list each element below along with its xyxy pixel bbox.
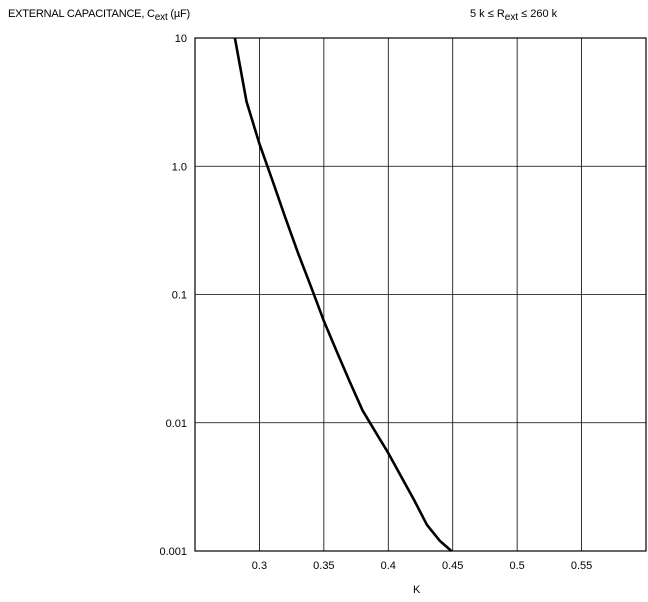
x-tick-label: 0.3 [252, 560, 267, 572]
y-tick-labels: 0.001 0.01 0.1 1.0 10 [159, 33, 187, 558]
x-tick-label: 0.4 [381, 560, 396, 572]
plot-frame [194, 37, 647, 552]
x-tick-labels: 0.3 0.35 0.4 0.45 0.5 0.55 [252, 560, 593, 572]
x-tick-label: 0.5 [509, 560, 524, 572]
y-tick-label: 1.0 [172, 161, 187, 173]
y-tick-label: 0.001 [159, 546, 187, 558]
x-tick-label: 0.45 [442, 560, 463, 572]
x-axis-title: K [413, 584, 421, 596]
series-curve [233, 37, 453, 552]
y-tick-label: 10 [175, 33, 187, 45]
grid [195, 38, 646, 551]
y-axis-title: EXTERNAL CAPACITANCE, Cext (µF) [8, 8, 190, 23]
y-tick-label: 0.01 [166, 418, 187, 430]
y-tick-label: 0.1 [172, 290, 187, 302]
condition-label: 5 k ≤ Rext ≤ 260 k [470, 8, 558, 23]
x-tick-label: 0.35 [313, 560, 334, 572]
x-tick-label: 0.55 [571, 560, 592, 572]
